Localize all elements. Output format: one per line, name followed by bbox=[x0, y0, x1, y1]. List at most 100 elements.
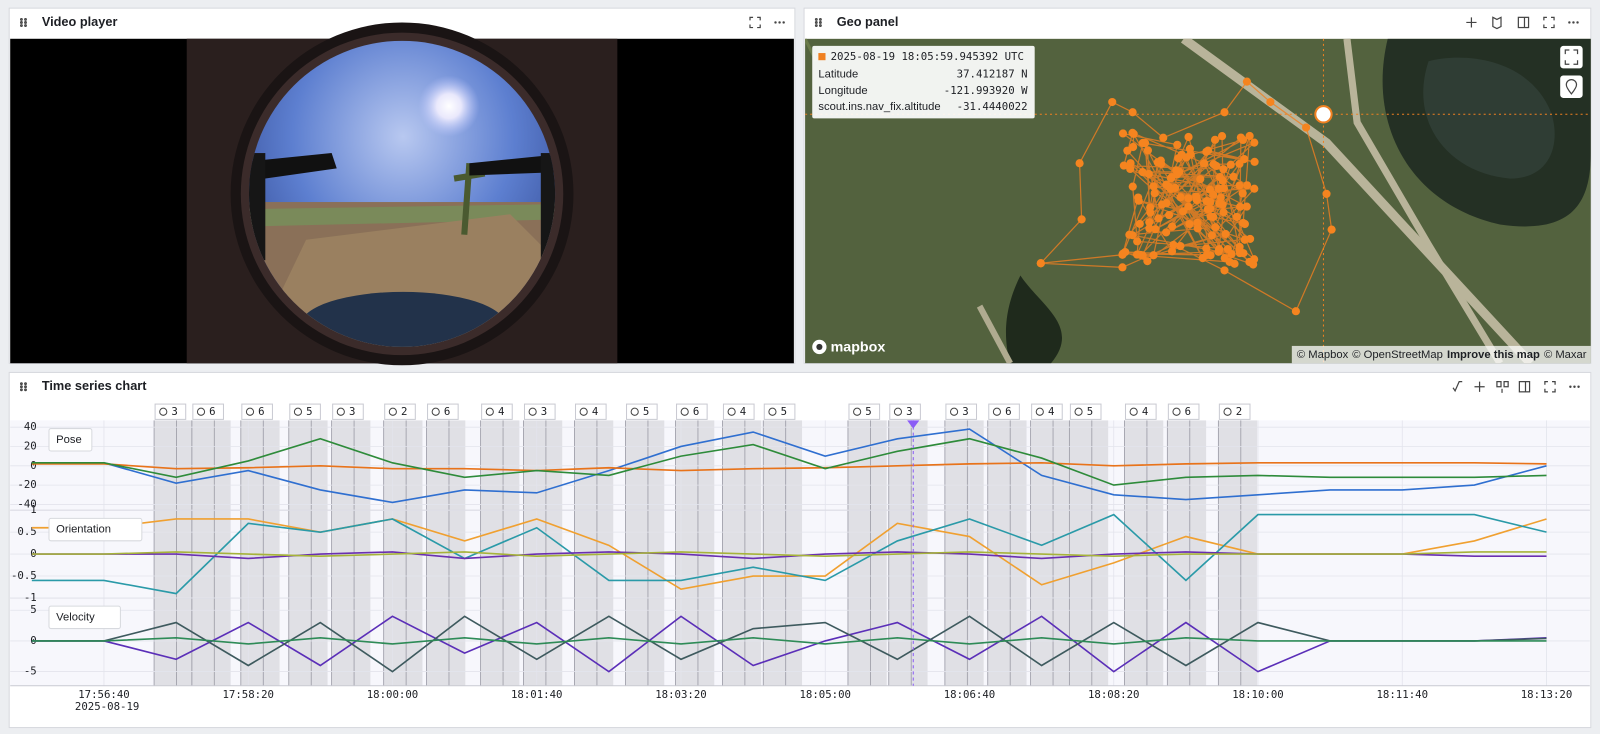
track-point bbox=[1203, 146, 1213, 155]
math-button[interactable] bbox=[1452, 381, 1463, 393]
track-point bbox=[1169, 240, 1178, 249]
track-point bbox=[1238, 189, 1247, 198]
sidebar-button[interactable] bbox=[1517, 16, 1530, 29]
event-badge[interactable]: 3 bbox=[154, 403, 187, 420]
attribution-item[interactable]: © Mapbox bbox=[1297, 349, 1349, 361]
track-point bbox=[1236, 202, 1245, 211]
track-point bbox=[1302, 123, 1311, 132]
event-badge[interactable]: 3 bbox=[945, 403, 978, 420]
x-tick-label: 17:58:20 bbox=[222, 688, 274, 701]
badge-icon bbox=[528, 407, 537, 416]
badge-count: 4 bbox=[1048, 405, 1054, 418]
event-badge[interactable]: 5 bbox=[289, 403, 321, 420]
attribution-item[interactable]: © OpenStreetMap bbox=[1352, 349, 1443, 361]
track-point bbox=[1192, 192, 1201, 201]
tooltip-label: Latitude bbox=[818, 68, 858, 80]
event-badge[interactable]: 5 bbox=[763, 403, 796, 420]
track-point bbox=[1250, 138, 1259, 147]
badge-icon bbox=[336, 407, 345, 416]
event-badge[interactable]: 5 bbox=[1069, 403, 1102, 420]
event-badge[interactable]: 3 bbox=[332, 403, 364, 420]
split-button[interactable] bbox=[1496, 381, 1509, 393]
track-point bbox=[1167, 247, 1177, 256]
x-tick-label: 18:05:00 bbox=[799, 688, 851, 701]
track-point bbox=[1220, 266, 1229, 275]
badge-icon bbox=[768, 407, 777, 416]
track-point bbox=[1206, 212, 1215, 221]
event-badge[interactable]: 4 bbox=[574, 403, 607, 420]
track-point bbox=[1218, 176, 1227, 185]
badge-count: 3 bbox=[171, 405, 177, 418]
event-badge[interactable]: 5 bbox=[848, 403, 881, 420]
badge-count: 6 bbox=[1185, 405, 1191, 418]
event-badge[interactable]: 6 bbox=[676, 403, 708, 420]
x-tick-label: 18:03:20 bbox=[655, 688, 707, 701]
logo-text[interactable]: mapbox bbox=[831, 340, 886, 356]
track-point bbox=[1164, 182, 1173, 191]
track-point bbox=[1128, 231, 1137, 240]
track-point bbox=[1220, 108, 1229, 117]
subplot-label-box bbox=[48, 605, 121, 630]
tooltip-value: 37.412187 N bbox=[957, 67, 1028, 80]
attribution-item[interactable]: © Maxar bbox=[1544, 349, 1587, 361]
track-point bbox=[1207, 231, 1216, 240]
event-badge[interactable]: 2 bbox=[384, 403, 416, 420]
event-badge[interactable]: 6 bbox=[192, 403, 224, 420]
event-badge[interactable]: 4 bbox=[1031, 403, 1063, 420]
track-point bbox=[1129, 142, 1138, 152]
fullscreen-button[interactable] bbox=[749, 16, 761, 29]
badge-count: 6 bbox=[444, 405, 450, 418]
badge-icon bbox=[727, 407, 736, 416]
mapbox-logo[interactable]: mapbox bbox=[812, 340, 885, 356]
track-point bbox=[1200, 159, 1209, 168]
track-point bbox=[1077, 215, 1086, 224]
event-badge[interactable]: 5 bbox=[626, 403, 658, 420]
event-badge[interactable]: 4 bbox=[722, 403, 755, 420]
y-tick-label: 40 bbox=[24, 420, 37, 433]
drag-handle[interactable] bbox=[19, 382, 27, 392]
more-button[interactable] bbox=[1568, 21, 1579, 24]
event-badge[interactable]: 6 bbox=[1167, 403, 1200, 420]
track-point bbox=[1118, 263, 1127, 272]
more-button[interactable] bbox=[1569, 385, 1580, 388]
attribution: © Mapbox © OpenStreetMap Improve this map ©… bbox=[1297, 349, 1587, 361]
fullscreen-button[interactable] bbox=[1543, 16, 1555, 29]
series-group bbox=[31, 513, 1547, 595]
map-button[interactable] bbox=[1492, 16, 1502, 30]
event-badge[interactable]: 4 bbox=[1124, 403, 1157, 420]
badge-icon bbox=[1223, 407, 1232, 416]
map-locate-button[interactable] bbox=[1560, 75, 1583, 98]
event-badge[interactable]: 6 bbox=[241, 403, 273, 420]
track-point bbox=[1235, 248, 1244, 258]
fullscreen-button[interactable] bbox=[1544, 381, 1556, 393]
series-line bbox=[31, 513, 1547, 595]
event-badge[interactable]: 2 bbox=[1218, 403, 1251, 420]
track-point bbox=[1144, 169, 1153, 179]
track-point bbox=[1171, 183, 1180, 192]
event-badge[interactable]: 6 bbox=[988, 403, 1020, 420]
track-point bbox=[1266, 97, 1275, 107]
event-badge[interactable]: 4 bbox=[481, 403, 513, 420]
event-badge[interactable]: 3 bbox=[523, 403, 556, 420]
track-point bbox=[1206, 197, 1215, 206]
badge-count: 3 bbox=[541, 405, 547, 418]
event-badge[interactable]: 6 bbox=[427, 403, 459, 420]
event-badge[interactable]: 3 bbox=[889, 403, 921, 420]
track-point bbox=[1184, 202, 1193, 211]
track-point bbox=[1215, 245, 1224, 255]
x-tick-label: 18:01:40 bbox=[511, 688, 563, 701]
more-button[interactable] bbox=[774, 21, 785, 24]
add-button[interactable] bbox=[1466, 17, 1477, 28]
badge-icon bbox=[992, 407, 1002, 416]
add-button[interactable] bbox=[1474, 381, 1485, 392]
badge-count: 4 bbox=[498, 405, 504, 418]
track-point bbox=[1216, 193, 1225, 202]
drag-handle[interactable] bbox=[814, 17, 822, 27]
drag-handle[interactable] bbox=[19, 17, 27, 27]
track-point bbox=[1157, 200, 1167, 209]
tooltip-label: Longitude bbox=[818, 85, 867, 97]
track-point bbox=[1159, 133, 1168, 142]
attribution-item[interactable]: Improve this map bbox=[1447, 349, 1540, 361]
sidebar-button[interactable] bbox=[1518, 381, 1531, 393]
map-fullscreen-button[interactable] bbox=[1560, 45, 1583, 69]
